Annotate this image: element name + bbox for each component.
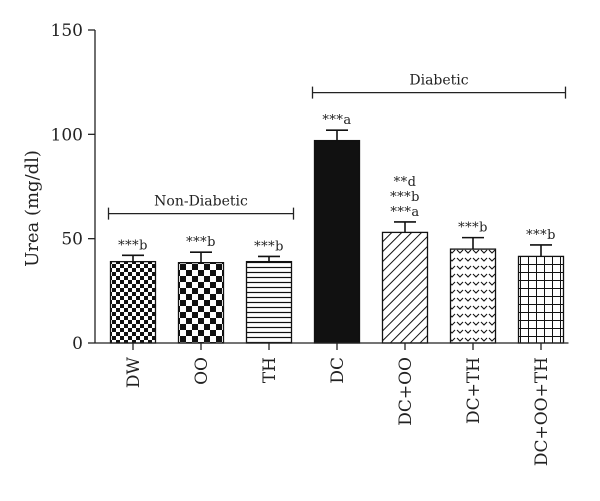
bars <box>109 139 565 344</box>
y-axis-title: Urea (mg/dl) <box>22 150 43 267</box>
bar-th <box>245 260 293 344</box>
x-category-label: DW <box>124 356 144 388</box>
group-brackets: Non-Diabetic Diabetic <box>107 73 567 220</box>
error-bars <box>122 129 552 263</box>
significance-label: ***b <box>390 190 420 205</box>
significance-label: ***b <box>186 235 216 250</box>
significance-label: ***b <box>118 238 148 253</box>
bar-oo <box>177 262 225 344</box>
y-tick-label: 0 <box>72 334 83 354</box>
x-category-label: DC+TH <box>464 357 484 424</box>
bar-dc <box>313 139 361 344</box>
x-category-label: TH <box>260 357 280 383</box>
x-category-label: DC+OO <box>396 357 416 426</box>
x-axis: DW OO TH DC DC+OO DC+TH DC+OO+TH <box>95 342 569 466</box>
bar-dc-th <box>449 248 497 344</box>
bar-dc-oo-th <box>517 255 565 344</box>
x-category-label: DC+OO+TH <box>532 357 552 466</box>
y-tick-label: 100 <box>51 125 83 145</box>
bar-dc-oo <box>381 231 429 344</box>
significance-label: ***a <box>390 205 419 220</box>
significance-labels: ***b ***b ***b***a**d***b***a***b ***b <box>118 113 556 254</box>
significance-label: ***b <box>254 239 284 254</box>
y-axis: 0 50 100 150 <box>51 21 96 354</box>
x-category-label: OO <box>192 357 212 385</box>
bar-dw <box>109 260 157 344</box>
significance-label: ***b <box>526 228 556 243</box>
significance-label: ***b <box>458 221 488 236</box>
group-label: Diabetic <box>409 73 468 89</box>
significance-label: **d <box>394 175 417 190</box>
x-category-label: DC <box>328 357 348 384</box>
y-tick-label: 50 <box>61 230 83 250</box>
significance-label: ***a <box>322 113 351 128</box>
group-label: Non-Diabetic <box>154 194 248 210</box>
y-tick-label: 150 <box>51 21 83 41</box>
